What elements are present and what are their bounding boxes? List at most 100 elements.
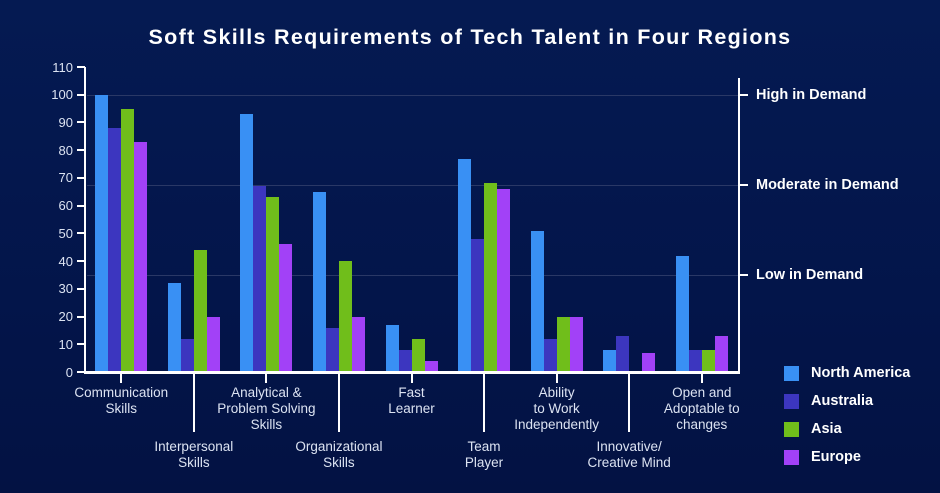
- bar-asia: [484, 183, 498, 372]
- y-axis-tick: [77, 149, 85, 152]
- y-axis: [84, 67, 86, 374]
- legend-label: Europe: [811, 449, 861, 465]
- legend-label: Asia: [811, 421, 842, 437]
- y-axis-tick: [77, 232, 85, 235]
- y-axis-tick-label: 20: [58, 309, 73, 325]
- y-axis-tick: [77, 176, 85, 179]
- legend-swatch-icon: [784, 366, 799, 381]
- bar-north-america: [385, 324, 399, 372]
- gridline: [87, 184, 738, 186]
- y-axis-tick-label: 0: [65, 364, 73, 380]
- bar-north-america: [675, 255, 689, 372]
- bar-north-america: [167, 283, 181, 372]
- y-axis-tick: [77, 66, 85, 68]
- demand-tick: [740, 273, 748, 276]
- legend-label: North America: [811, 365, 911, 381]
- bar-asia: [193, 250, 207, 372]
- bar-asia: [266, 197, 280, 372]
- gridline: [87, 274, 738, 276]
- category-tick: [120, 374, 123, 383]
- y-axis-tick: [77, 204, 85, 207]
- bar-europe: [424, 360, 438, 372]
- bar-asia: [338, 261, 352, 372]
- y-axis-tick-label: 100: [51, 87, 73, 103]
- demand-tick: [740, 93, 748, 96]
- bar-europe: [134, 141, 148, 372]
- y-axis-tick: [77, 343, 85, 346]
- category-tick: [410, 374, 413, 383]
- legend-swatch-icon: [784, 450, 799, 465]
- bar-asia: [556, 316, 570, 372]
- bar-north-america: [312, 191, 326, 372]
- bar-australia: [616, 335, 630, 372]
- legend-item-australia: Australia: [784, 394, 910, 409]
- bar-australia: [108, 128, 122, 372]
- y-axis-tick-label: 90: [58, 114, 73, 130]
- y-axis-tick-label: 70: [58, 170, 73, 186]
- category-label: Interpersonal Skills: [154, 439, 234, 470]
- y-axis-tick-label: 30: [58, 281, 73, 297]
- demand-label: Moderate in Demand: [756, 176, 899, 193]
- category-label: Open and Adoptable to changes: [663, 385, 740, 432]
- y-axis-tick: [77, 93, 85, 96]
- legend-label: Australia: [811, 393, 874, 409]
- bar-australia: [253, 186, 267, 372]
- bar-asia: [411, 338, 425, 372]
- bar-australia: [325, 327, 339, 372]
- bar-europe: [206, 316, 220, 372]
- category-label: Organizational Skills: [295, 439, 383, 470]
- category-tick: [555, 374, 558, 383]
- legend-item-europe: Europe: [784, 450, 910, 465]
- bar-asia: [701, 349, 715, 372]
- bar-north-america: [95, 94, 109, 372]
- bar-europe: [351, 316, 365, 372]
- bar-europe: [497, 189, 511, 372]
- y-axis-tick: [77, 121, 85, 124]
- bar-australia: [688, 349, 702, 372]
- bar-europe: [642, 352, 656, 372]
- bar-australia: [471, 238, 485, 372]
- y-axis-tick: [77, 287, 85, 290]
- category-tick: [483, 374, 486, 432]
- bar-north-america: [458, 158, 472, 372]
- y-axis-tick-label: 50: [58, 225, 73, 241]
- y-axis-tick-label: 60: [58, 198, 73, 214]
- bar-australia: [543, 338, 557, 372]
- bar-north-america: [603, 349, 617, 372]
- legend-swatch-icon: [784, 422, 799, 437]
- bar-europe: [714, 335, 728, 372]
- y-axis-tick-label: 40: [58, 253, 73, 269]
- legend-item-asia: Asia: [784, 422, 910, 437]
- bar-australia: [180, 338, 194, 372]
- category-tick: [700, 374, 703, 383]
- bar-europe: [279, 244, 293, 372]
- gridline: [87, 94, 738, 96]
- y-axis-tick-label: 10: [58, 336, 73, 352]
- category-tick: [628, 374, 631, 432]
- bar-australia: [398, 349, 412, 372]
- y-axis-tick-label: 110: [52, 59, 73, 75]
- y-axis-tick: [77, 315, 85, 318]
- bar-north-america: [530, 230, 544, 372]
- category-label: Communication Skills: [74, 385, 169, 416]
- bar-asia: [121, 108, 135, 372]
- demand-label: High in Demand: [756, 86, 867, 103]
- bar-north-america: [240, 114, 254, 372]
- category-label: Analytical & Problem Solving Skills: [217, 385, 316, 432]
- category-tick: [192, 374, 195, 432]
- legend-swatch-icon: [784, 394, 799, 409]
- category-label: Team Player: [464, 439, 504, 470]
- x-axis: [84, 371, 740, 374]
- demand-label: Low in Demand: [756, 266, 864, 283]
- category-tick: [337, 374, 340, 432]
- category-label: Fast Learner: [388, 385, 435, 416]
- y-axis-tick: [77, 371, 85, 373]
- y-axis-tick: [77, 260, 85, 263]
- right-axis: [738, 78, 740, 374]
- category-label: Innovative/ Creative Mind: [587, 439, 671, 470]
- legend-item-north-america: North America: [784, 366, 910, 381]
- demand-tick: [740, 183, 748, 186]
- bar-europe: [569, 316, 583, 372]
- legend: North America Australia Asia Europe: [784, 366, 910, 465]
